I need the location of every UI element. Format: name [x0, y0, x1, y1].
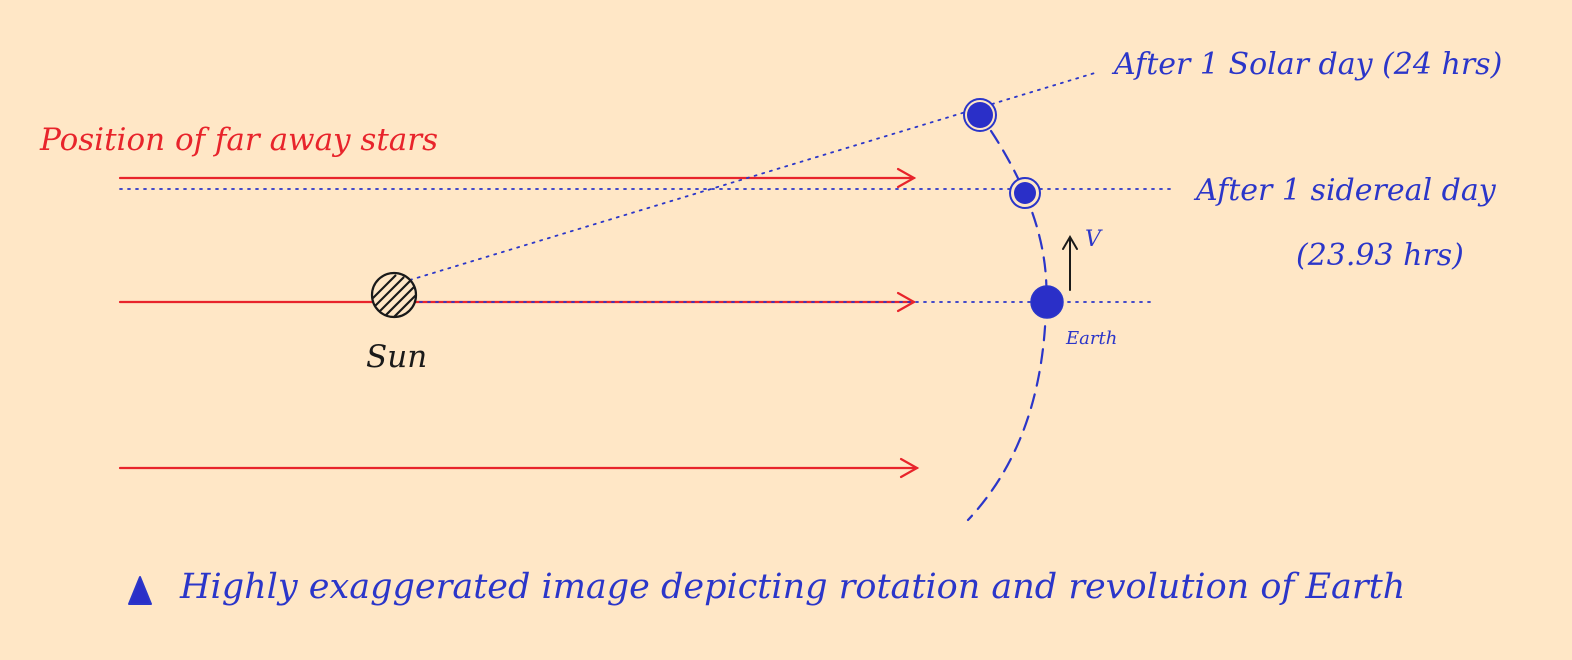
earth-label: Earth: [1065, 328, 1117, 349]
solar-day-sightline: [409, 71, 1099, 281]
earth-after-sidereal-day: [1009, 177, 1041, 209]
velocity-arrow-icon: [1062, 235, 1078, 291]
far-stars-label: Position of far away stars: [39, 122, 438, 158]
sidereal-day-label: After 1 sidereal day: [1193, 173, 1497, 208]
far-stars-arrows: [118, 167, 920, 479]
sidereal-day-hours-label: (23.93 hrs): [1296, 238, 1464, 273]
velocity-label: V: [1085, 227, 1103, 252]
sun-icon: [370, 271, 418, 319]
triangle-marker-icon: [128, 576, 152, 605]
solar-day-label: After 1 Solar day (24 hrs): [1111, 47, 1502, 82]
earth-orbit-path: [966, 110, 1048, 522]
earth-current: [1030, 285, 1064, 319]
caption-text: Highly exaggerated image depicting rotat…: [179, 567, 1405, 607]
earth-after-solar-day: [963, 98, 997, 132]
star-arrow-top: [118, 167, 917, 189]
sun-label: Sun: [366, 339, 427, 375]
star-arrow-bottom: [118, 457, 920, 479]
